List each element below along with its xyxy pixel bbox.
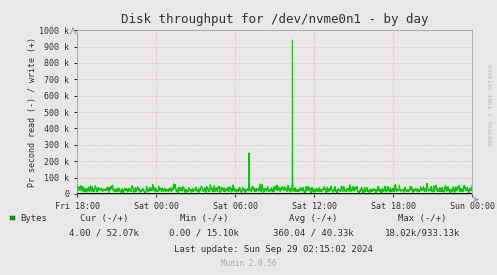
Text: Avg (-/+): Avg (-/+) (289, 214, 337, 223)
Text: 4.00 / 52.07k: 4.00 / 52.07k (70, 228, 139, 237)
Text: Min (-/+): Min (-/+) (179, 214, 228, 223)
Text: 0.00 / 15.10k: 0.00 / 15.10k (169, 228, 239, 237)
Text: Last update: Sun Sep 29 02:15:02 2024: Last update: Sun Sep 29 02:15:02 2024 (174, 245, 373, 254)
Y-axis label: Pr second read (-) / write (+): Pr second read (-) / write (+) (28, 37, 37, 187)
Text: 18.02k/933.13k: 18.02k/933.13k (385, 228, 460, 237)
Title: Disk throughput for /dev/nvme0n1 - by day: Disk throughput for /dev/nvme0n1 - by da… (121, 13, 428, 26)
Text: Munin 2.0.56: Munin 2.0.56 (221, 260, 276, 268)
Text: Cur (-/+): Cur (-/+) (80, 214, 129, 223)
Text: Bytes: Bytes (20, 214, 47, 223)
Text: 360.04 / 40.33k: 360.04 / 40.33k (273, 228, 353, 237)
Text: Max (-/+): Max (-/+) (398, 214, 447, 223)
Text: RRDTOOL / TOBI OETIKER: RRDTOOL / TOBI OETIKER (489, 63, 494, 146)
